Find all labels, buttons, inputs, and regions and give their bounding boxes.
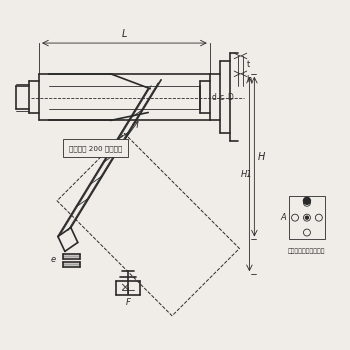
Text: D: D (228, 93, 233, 102)
Circle shape (303, 197, 310, 204)
Text: L: L (122, 29, 127, 39)
Bar (289, 196, 325, 239)
Circle shape (303, 199, 310, 206)
Text: 笵目対角 200 メッシュ: 笵目対角 200 メッシュ (69, 145, 122, 152)
Text: F: F (126, 298, 131, 307)
Circle shape (303, 214, 310, 221)
Text: h: h (246, 75, 252, 84)
Circle shape (306, 216, 308, 219)
Circle shape (292, 214, 299, 221)
Circle shape (315, 214, 322, 221)
Circle shape (303, 229, 310, 236)
Text: スクリーンの内容寘見: スクリーンの内容寘見 (288, 248, 326, 254)
Text: H: H (257, 152, 265, 162)
Text: e: e (51, 255, 56, 264)
Text: d: d (211, 93, 216, 102)
Text: A: A (280, 213, 286, 222)
Text: t: t (246, 61, 250, 69)
Text: H1: H1 (240, 170, 252, 180)
Text: c: c (219, 93, 224, 102)
